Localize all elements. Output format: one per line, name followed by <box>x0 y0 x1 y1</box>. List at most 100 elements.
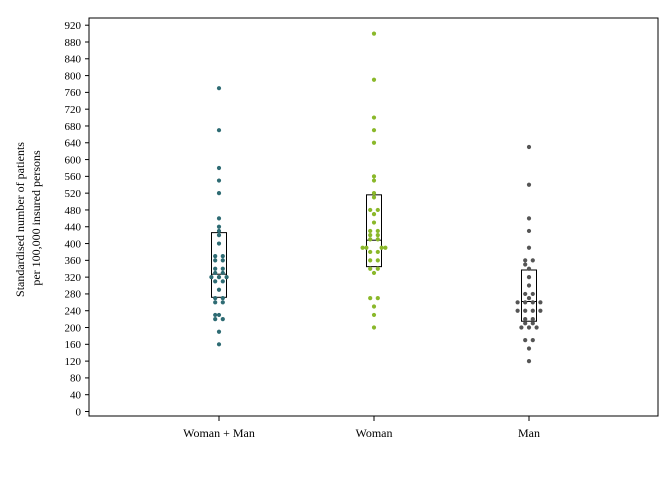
y-tick-label: 0 <box>76 406 82 418</box>
data-point <box>220 254 225 259</box>
data-point <box>213 300 218 305</box>
y-tick-label: 120 <box>65 356 82 368</box>
data-point <box>371 212 377 217</box>
data-point <box>371 140 377 145</box>
data-point <box>523 300 528 305</box>
data-point <box>526 359 532 364</box>
y-tick-label: 680 <box>65 121 82 133</box>
data-point <box>375 228 380 234</box>
y-tick-label: 440 <box>65 222 82 234</box>
data-point <box>216 342 222 347</box>
data-point <box>523 308 528 313</box>
data-point <box>368 258 373 263</box>
data-point <box>526 245 532 250</box>
y-tick-label: 560 <box>65 171 82 183</box>
data-point <box>375 296 380 301</box>
y-tick-label: 920 <box>65 20 82 32</box>
data-point <box>523 291 528 297</box>
data-point <box>216 224 222 229</box>
data-point <box>213 254 218 259</box>
data-point <box>368 228 373 234</box>
data-point <box>213 270 218 276</box>
data-point <box>530 291 535 297</box>
data-point <box>530 338 535 343</box>
data-point <box>216 191 222 196</box>
data-point <box>216 329 222 334</box>
y-tick-label: 760 <box>65 87 82 99</box>
data-point <box>526 346 532 351</box>
data-point <box>216 275 222 280</box>
data-point <box>368 296 373 301</box>
y-tick-label: 240 <box>65 306 82 318</box>
data-point <box>213 279 218 284</box>
y-tick-label: 360 <box>65 255 82 267</box>
data-point <box>375 233 380 238</box>
data-point <box>523 262 528 267</box>
data-point <box>523 338 528 343</box>
data-point <box>530 300 535 305</box>
data-point <box>213 317 218 322</box>
y-tick-label: 600 <box>65 154 82 166</box>
data-point <box>371 220 377 225</box>
data-point <box>371 304 377 309</box>
data-point <box>530 321 535 326</box>
data-point <box>523 317 528 322</box>
data-point <box>216 312 222 318</box>
data-point <box>371 178 377 183</box>
y-tick-label: 840 <box>65 54 82 66</box>
data-point <box>530 308 535 313</box>
data-point <box>220 258 225 263</box>
plot-frame <box>88 17 659 417</box>
y-axis-title-line-1: Standardised number of patients <box>13 142 27 297</box>
data-point <box>375 207 380 213</box>
data-point <box>220 296 225 301</box>
x-axis: Woman + Man Woman Man <box>183 416 540 440</box>
y-tick-label: 80 <box>70 373 82 385</box>
data-point <box>368 249 373 255</box>
y-tick-label: 320 <box>65 272 82 284</box>
data-point <box>371 31 377 36</box>
data-point <box>375 258 380 263</box>
y-tick-label: 520 <box>65 188 82 200</box>
y-tick-label: 720 <box>65 104 82 116</box>
data-point <box>375 266 380 271</box>
data-point <box>216 216 222 221</box>
data-point <box>371 174 377 179</box>
data-point <box>526 275 532 280</box>
data-point <box>526 283 532 288</box>
data-point <box>216 178 222 183</box>
data-point <box>530 258 535 263</box>
data-point <box>371 195 377 200</box>
data-point <box>371 312 377 318</box>
data-point <box>368 237 373 242</box>
y-tick-label: 400 <box>65 238 82 250</box>
y-axis: 0 40 80 120 160 200 240 280 320 360 400 440 480 520 56… <box>65 18 90 418</box>
data-point <box>216 86 222 91</box>
y-tick-label: 40 <box>70 390 82 402</box>
data-point <box>383 245 388 250</box>
data-point <box>526 182 532 187</box>
y-axis-title: Standardised number of patients per 100,… <box>13 139 43 297</box>
data-point <box>224 275 229 280</box>
data-point <box>364 245 369 250</box>
data-point <box>371 128 377 133</box>
y-tick-label: 160 <box>65 339 82 351</box>
data-point <box>209 275 214 280</box>
data-point <box>216 128 222 133</box>
data-point <box>526 216 532 221</box>
data-point <box>216 241 222 246</box>
data-point <box>515 308 520 313</box>
x-tick-label: Man <box>518 426 540 440</box>
data-point <box>371 191 377 196</box>
data-point <box>375 249 380 255</box>
data-point <box>213 258 218 263</box>
y-tick-label: 480 <box>65 205 82 217</box>
data-point <box>220 300 225 305</box>
data-point <box>519 325 524 330</box>
data-point <box>523 321 528 326</box>
data-point <box>538 308 543 313</box>
data-point <box>526 325 532 330</box>
y-tick-label: 880 <box>65 37 82 49</box>
data-point <box>213 296 218 301</box>
